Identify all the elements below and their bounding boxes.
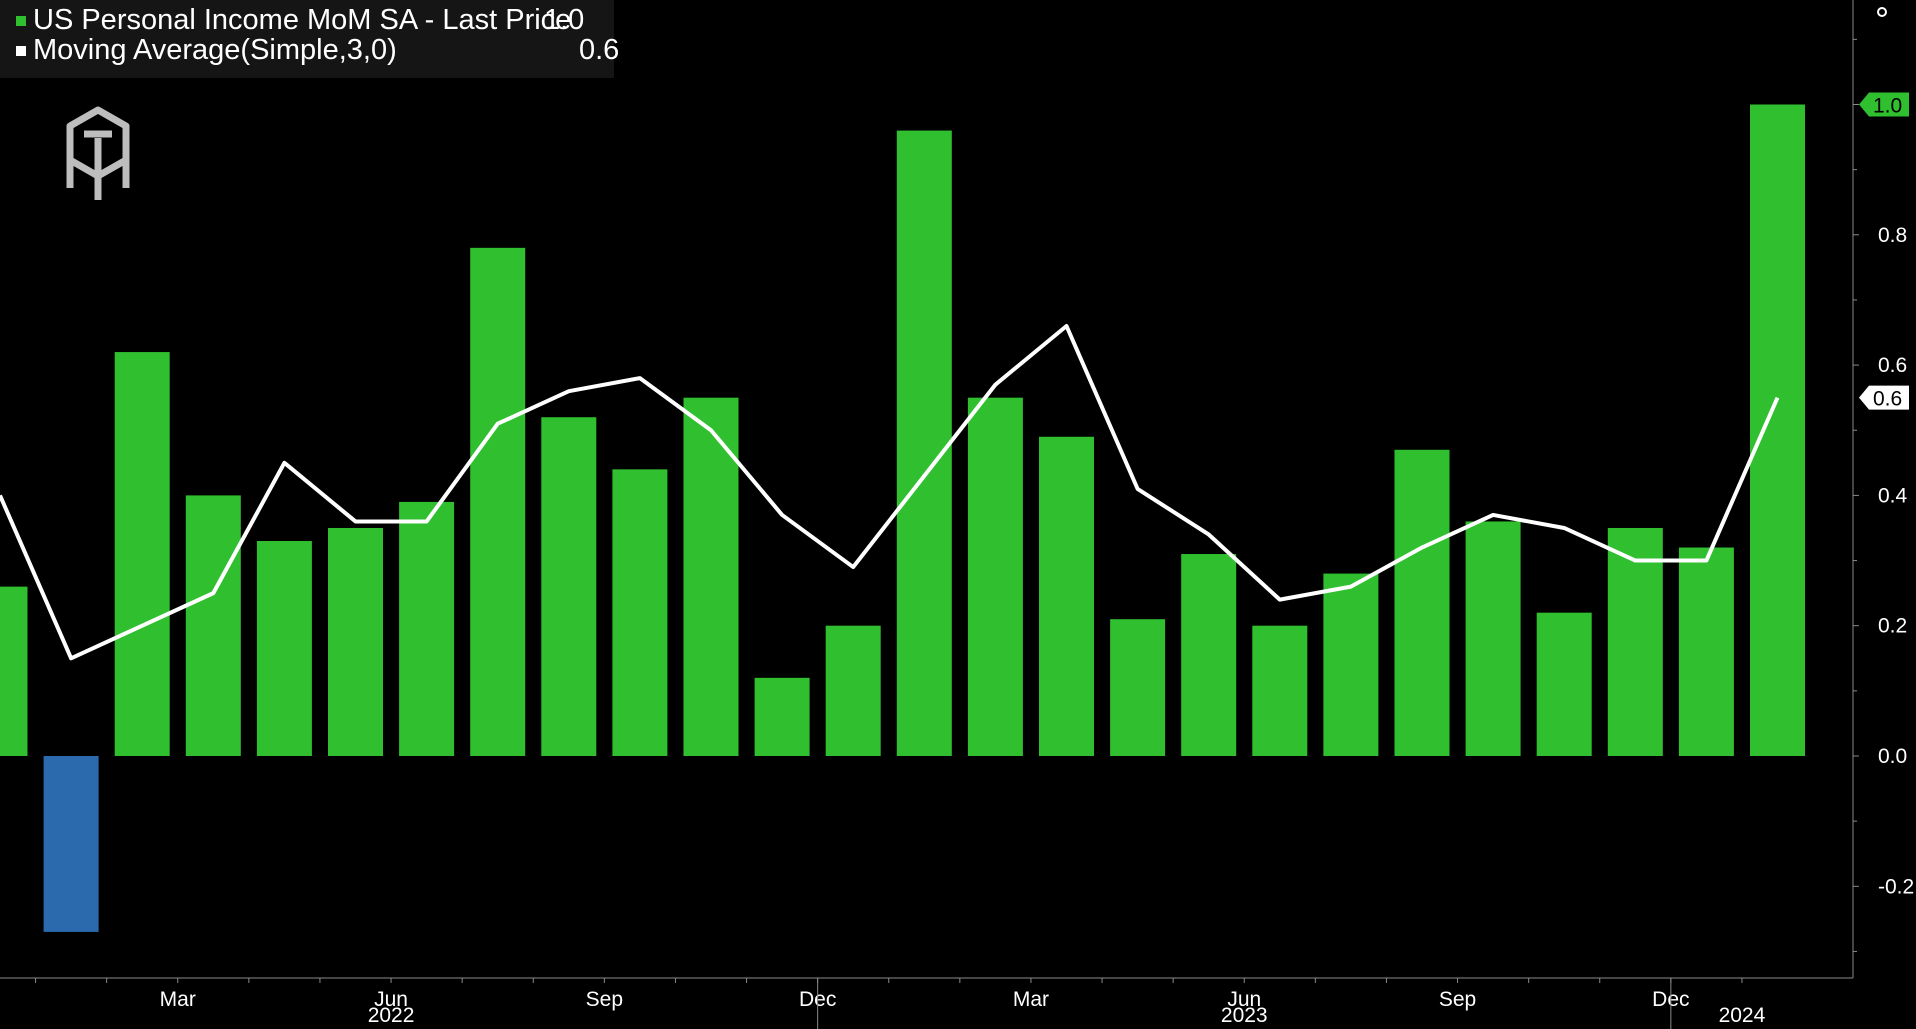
bar bbox=[1039, 436, 1094, 756]
bar bbox=[967, 397, 1023, 756]
x-tick-label: Sep bbox=[586, 988, 623, 1011]
last-value-tag-label: 1.0 bbox=[1873, 95, 1902, 118]
last-value-tag-label: 0.6 bbox=[1873, 388, 1902, 411]
bar bbox=[683, 397, 739, 756]
y-tick-label: 0.4 bbox=[1878, 484, 1908, 507]
legend-label: US Personal Income MoM SA - Last Price bbox=[33, 4, 572, 36]
x-year-label: 2024 bbox=[1719, 1004, 1766, 1027]
y-tick-label: 0.8 bbox=[1878, 224, 1907, 247]
bar bbox=[399, 501, 455, 756]
bar bbox=[825, 625, 881, 756]
bar bbox=[1678, 547, 1734, 756]
bar-series bbox=[0, 104, 1805, 932]
settings-dot-icon[interactable] bbox=[1876, 5, 1888, 17]
bar bbox=[1465, 521, 1521, 756]
legend: US Personal Income MoM SA - Last Price 1… bbox=[0, 0, 619, 78]
bar bbox=[1607, 527, 1663, 756]
x-tick-label: Mar bbox=[160, 988, 196, 1011]
moving-average-line bbox=[0, 324, 1780, 661]
bar bbox=[1394, 449, 1450, 756]
bar bbox=[896, 130, 952, 756]
bar bbox=[1110, 619, 1166, 756]
x-year-label: 2022 bbox=[368, 1004, 415, 1027]
bar bbox=[612, 469, 668, 756]
last-value-tag-bg bbox=[1859, 92, 1909, 117]
y-tick-label: 0.0 bbox=[1878, 745, 1907, 768]
bar bbox=[1323, 573, 1379, 756]
legend-value: 0.6 bbox=[579, 34, 620, 66]
x-year-label: 2023 bbox=[1221, 1004, 1268, 1027]
legend-swatch-green bbox=[16, 16, 26, 26]
legend-swatch-white bbox=[16, 46, 26, 56]
y-tick-label: 0.6 bbox=[1878, 354, 1907, 377]
bar bbox=[1750, 104, 1805, 756]
legend-item-personal-income[interactable]: US Personal Income MoM SA - Last Price 1… bbox=[16, 4, 606, 36]
bar bbox=[541, 417, 597, 756]
bar bbox=[256, 541, 312, 756]
bar bbox=[1536, 612, 1592, 756]
legend-label: Moving Average(Simple,3,0) bbox=[33, 34, 397, 66]
bar bbox=[470, 247, 526, 756]
bar bbox=[1181, 554, 1237, 756]
bar bbox=[1252, 625, 1308, 756]
bar bbox=[185, 495, 241, 756]
x-tick-label: Jun bbox=[1227, 988, 1261, 1011]
moving-average-series bbox=[0, 324, 1780, 661]
y-tick-label: -0.2 bbox=[1878, 875, 1914, 898]
bar bbox=[754, 677, 810, 756]
x-tick-label: Mar bbox=[1013, 988, 1049, 1011]
x-tick-label: Sep bbox=[1439, 988, 1476, 1011]
last-value-tag-bg bbox=[1859, 385, 1909, 410]
bar bbox=[328, 527, 383, 756]
y-tick-label: 0.2 bbox=[1878, 615, 1907, 638]
bar bbox=[0, 586, 28, 756]
bar bbox=[114, 352, 170, 756]
legend-value: 1.0 bbox=[544, 4, 585, 36]
legend-item-moving-average[interactable]: Moving Average(Simple,3,0) 0.6 bbox=[16, 34, 619, 66]
x-tick-label: Jun bbox=[374, 988, 408, 1011]
last-value-tag: 1.0 bbox=[1859, 92, 1909, 118]
bar bbox=[43, 756, 99, 932]
brand-logo-icon bbox=[60, 104, 136, 211]
last-value-tag: 0.6 bbox=[1859, 385, 1909, 411]
